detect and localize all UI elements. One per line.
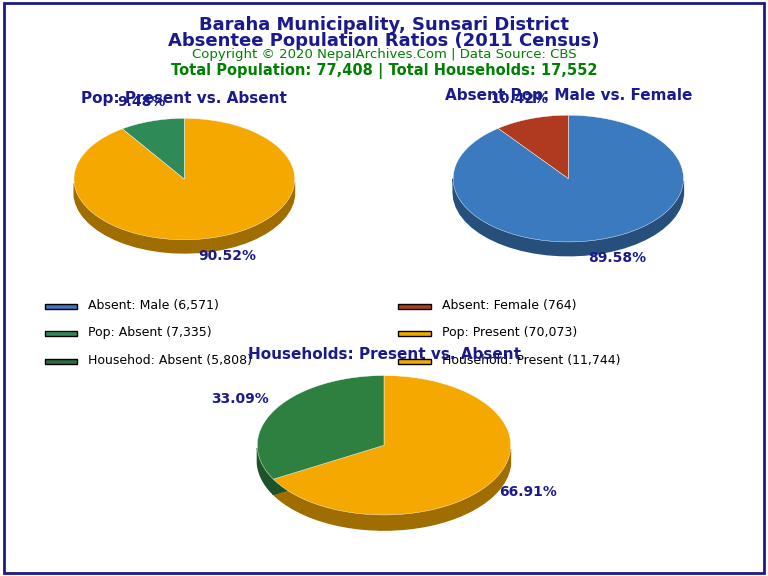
FancyBboxPatch shape <box>45 304 77 309</box>
Polygon shape <box>453 179 684 256</box>
Polygon shape <box>74 118 295 240</box>
Polygon shape <box>273 376 511 515</box>
Title: Pop: Present vs. Absent: Pop: Present vs. Absent <box>81 91 287 106</box>
Text: 9.48%: 9.48% <box>118 96 166 109</box>
FancyBboxPatch shape <box>399 304 431 309</box>
Text: Pop: Present (70,073): Pop: Present (70,073) <box>442 326 577 339</box>
FancyBboxPatch shape <box>45 331 77 336</box>
Text: Absentee Population Ratios (2011 Census): Absentee Population Ratios (2011 Census) <box>168 32 600 50</box>
Polygon shape <box>273 445 384 494</box>
Text: 90.52%: 90.52% <box>198 249 256 263</box>
Polygon shape <box>273 449 511 530</box>
FancyBboxPatch shape <box>45 359 77 364</box>
Polygon shape <box>74 183 295 253</box>
FancyBboxPatch shape <box>399 331 431 336</box>
Polygon shape <box>498 115 568 179</box>
Text: 89.58%: 89.58% <box>588 251 647 265</box>
Text: Baraha Municipality, Sunsari District: Baraha Municipality, Sunsari District <box>199 16 569 34</box>
Title: Households: Present vs. Absent: Households: Present vs. Absent <box>247 347 521 362</box>
Polygon shape <box>273 445 384 494</box>
Text: Total Population: 77,408 | Total Households: 17,552: Total Population: 77,408 | Total Househo… <box>170 63 598 79</box>
Text: Pop: Absent (7,335): Pop: Absent (7,335) <box>88 326 212 339</box>
Polygon shape <box>122 118 184 179</box>
Text: Absent: Female (764): Absent: Female (764) <box>442 299 576 312</box>
Text: Absent: Male (6,571): Absent: Male (6,571) <box>88 299 219 312</box>
Text: 33.09%: 33.09% <box>211 392 269 406</box>
FancyBboxPatch shape <box>399 359 431 364</box>
Polygon shape <box>257 376 384 479</box>
Polygon shape <box>453 115 684 242</box>
Text: 10.42%: 10.42% <box>490 92 548 107</box>
Text: 66.91%: 66.91% <box>499 485 557 499</box>
Text: Copyright © 2020 NepalArchives.Com | Data Source: CBS: Copyright © 2020 NepalArchives.Com | Dat… <box>192 48 576 62</box>
Polygon shape <box>257 448 273 494</box>
Title: Absent Pop: Male vs. Female: Absent Pop: Male vs. Female <box>445 88 692 103</box>
Text: Household: Present (11,744): Household: Present (11,744) <box>442 354 621 367</box>
Text: Househod: Absent (5,808): Househod: Absent (5,808) <box>88 354 252 367</box>
